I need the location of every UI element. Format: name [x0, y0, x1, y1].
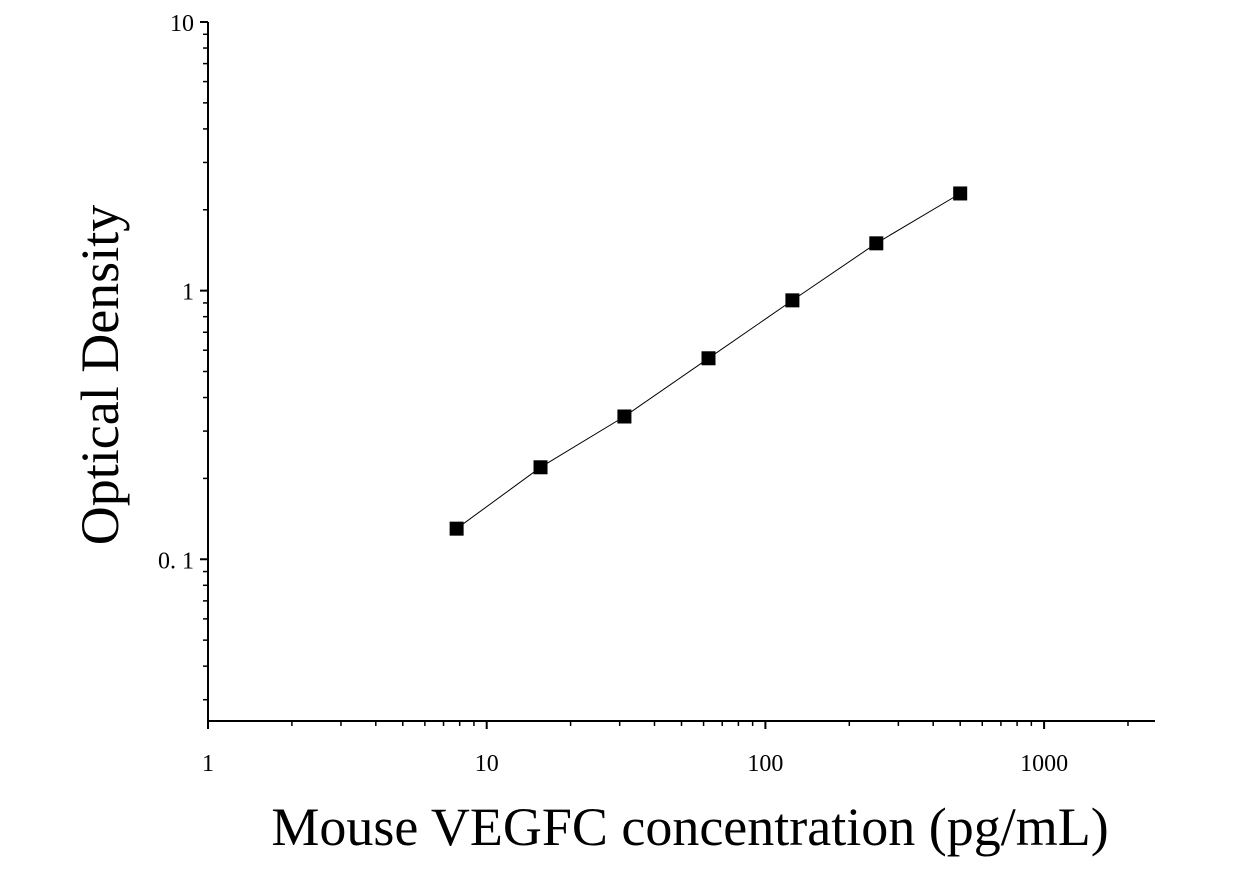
- x-axis-ticks: 1 10 100 1000: [202, 721, 1129, 777]
- x-tick-label: 10: [475, 751, 499, 777]
- y-tick-label: 1: [182, 280, 194, 306]
- axes: 0. 1 1 10 1 10 100 1000: [158, 11, 1155, 777]
- data-markers: [449, 186, 968, 536]
- x-axis-title: Mouse VEGFC concentration (pg/mL): [271, 797, 1108, 857]
- data-point-marker: [701, 351, 716, 366]
- y-axis-title: Optical Density: [70, 205, 130, 545]
- data-point-marker: [785, 293, 800, 308]
- y-tick-label: 0. 1: [158, 548, 194, 574]
- x-tick-label: 1: [202, 751, 214, 777]
- x-tick-label: 1000: [1020, 751, 1068, 777]
- data-point-marker: [869, 236, 884, 251]
- data-point-marker: [533, 460, 548, 475]
- x-tick-label: 100: [747, 751, 783, 777]
- y-axis-ticks: 0. 1 1 10: [158, 11, 208, 701]
- data-point-marker: [953, 186, 968, 201]
- y-tick-label: 10: [170, 11, 194, 37]
- data-point-marker: [617, 409, 632, 424]
- data-point-marker: [449, 521, 464, 536]
- plot-area: [449, 186, 968, 536]
